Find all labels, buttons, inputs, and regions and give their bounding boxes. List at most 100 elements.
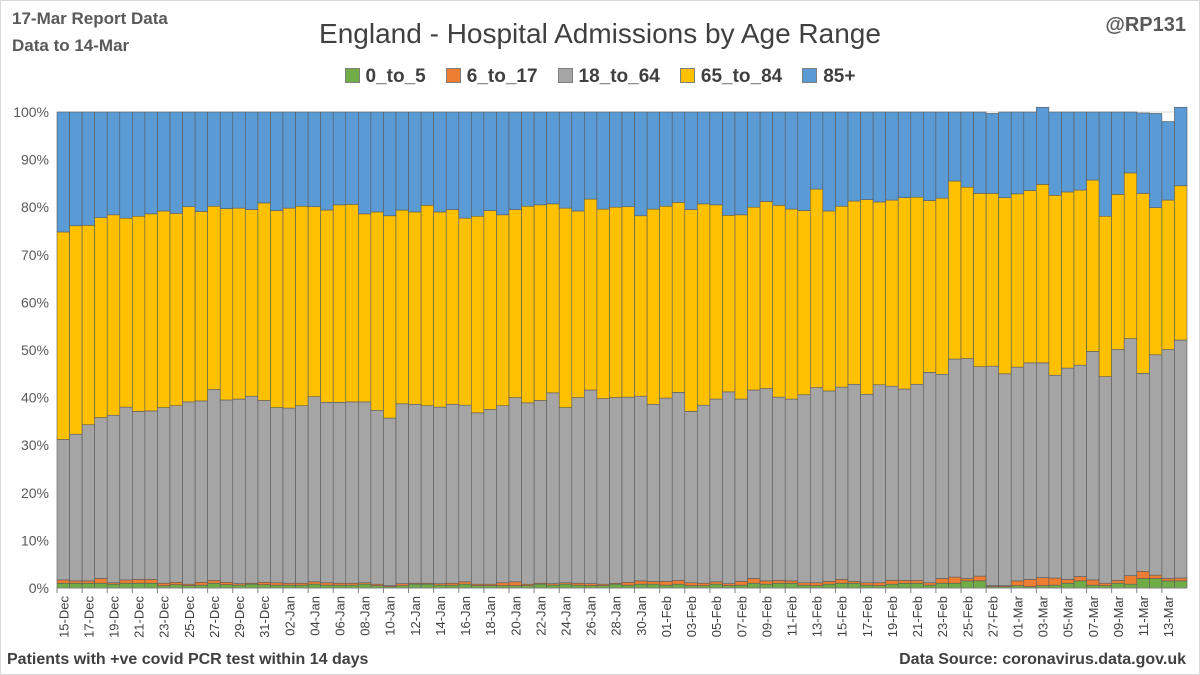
bar-segment-65-to-84 xyxy=(797,210,811,396)
bar-segment-85plus xyxy=(671,111,686,203)
bar-segment-85plus xyxy=(169,111,183,214)
bar-segment-0-to-5 xyxy=(885,583,899,589)
bar-segment-65-to-84 xyxy=(257,202,271,401)
bar-segment-65-to-84 xyxy=(56,231,70,440)
bar-segment-85plus xyxy=(282,111,296,209)
bar-segment-0-to-5 xyxy=(747,582,761,589)
bar-segment-18-to-64 xyxy=(1036,362,1050,578)
legend-swatch xyxy=(679,68,695,83)
bar-segment-18-to-64 xyxy=(270,407,284,584)
bar-segment-18-to-64 xyxy=(621,396,635,583)
bar-segment-0-to-5 xyxy=(1123,583,1138,589)
bar-segment-65-to-84 xyxy=(81,224,95,426)
bar-segment-18-to-64 xyxy=(332,402,347,584)
bar-segment-65-to-84 xyxy=(872,201,886,386)
bar-segment-18-to-64 xyxy=(596,398,610,585)
bar-segment-85plus xyxy=(1061,111,1075,193)
bar-segment-85plus xyxy=(94,111,108,218)
bar-segment-65-to-84 xyxy=(671,202,686,393)
bar-segment-65-to-84 xyxy=(132,215,146,412)
bar-segment-65-to-84 xyxy=(860,199,874,395)
y-tick-label: 60% xyxy=(21,294,49,310)
bar-segment-18-to-64 xyxy=(734,398,748,582)
bar-segment-18-to-64 xyxy=(697,404,711,584)
bar-segment-65-to-84 xyxy=(885,199,899,387)
bar-segment-18-to-64 xyxy=(671,392,686,581)
x-tick-label: 11-Feb xyxy=(785,596,800,636)
bar-segment-6-to-17 xyxy=(860,582,874,586)
bar-segment-85plus xyxy=(1036,106,1050,185)
bar-segment-65-to-84 xyxy=(784,208,799,400)
bar-segment-0-to-5 xyxy=(910,582,924,589)
bar-segment-18-to-64 xyxy=(998,373,1012,586)
bar-segment-65-to-84 xyxy=(282,207,296,409)
bar-segment-6-to-17 xyxy=(94,578,108,584)
bar-segment-85plus xyxy=(106,111,121,216)
bar-segment-18-to-64 xyxy=(659,397,673,582)
bar-segment-0-to-5 xyxy=(81,582,95,589)
bar-segment-65-to-84 xyxy=(1061,191,1075,369)
bar-segment-0-to-5 xyxy=(835,582,849,589)
chart-title: England - Hospital Admissions by Age Ran… xyxy=(319,18,881,49)
x-tick-label: 03-Feb xyxy=(684,596,699,637)
bar-segment-65-to-84 xyxy=(245,209,259,397)
bar-segment-6-to-17 xyxy=(1161,578,1175,582)
x-tick-label: 17-Dec xyxy=(81,596,96,638)
bar-segment-85plus xyxy=(897,111,912,198)
bar-segment-65-to-84 xyxy=(521,205,535,404)
legend-item-0-to-5: 0_to_5 xyxy=(344,66,426,88)
bar-segment-85plus xyxy=(445,111,460,210)
bar-segment-65-to-84 xyxy=(709,204,723,400)
bar-segment-18-to-64 xyxy=(571,397,585,584)
bar-segment-65-to-84 xyxy=(985,193,999,367)
bar-segment-6-to-17 xyxy=(747,578,761,584)
bar-segment-65-to-84 xyxy=(1161,199,1175,350)
bar-segment-65-to-84 xyxy=(408,211,422,405)
bar-segment-6-to-17 xyxy=(257,581,271,585)
bar-segment-65-to-84 xyxy=(1136,193,1150,374)
bar-segment-65-to-84 xyxy=(1073,189,1087,366)
bar-segment-65-to-84 xyxy=(1123,172,1138,339)
x-tick-label: 23-Dec xyxy=(157,596,172,638)
bar-segment-6-to-17 xyxy=(219,581,234,585)
y-tick-label: 90% xyxy=(21,152,49,168)
bar-segment-65-to-84 xyxy=(320,209,334,403)
x-tick-label: 26-Jan xyxy=(584,596,599,636)
bar-segment-65-to-84 xyxy=(182,206,196,403)
x-tick-label: 01-Feb xyxy=(659,596,674,637)
bar-segment-6-to-17 xyxy=(1098,582,1112,586)
bar-segment-65-to-84 xyxy=(119,217,133,408)
bar-segment-18-to-64 xyxy=(784,398,799,582)
bar-segment-18-to-64 xyxy=(94,417,108,579)
bar-segment-18-to-64 xyxy=(420,405,434,584)
bar-segment-18-to-64 xyxy=(69,433,83,582)
bar-segment-18-to-64 xyxy=(496,405,510,584)
bar-segment-6-to-17 xyxy=(772,580,786,584)
legend-label: 6_to_17 xyxy=(466,66,538,87)
bar-segment-0-to-5 xyxy=(935,582,949,589)
y-tick-label: 40% xyxy=(21,390,49,406)
bar-segment-65-to-84 xyxy=(358,213,372,403)
bar-segment-18-to-64 xyxy=(1149,354,1163,576)
bar-segment-18-to-64 xyxy=(1048,374,1062,579)
bar-segment-6-to-17 xyxy=(270,582,284,586)
bar-segment-18-to-64 xyxy=(634,395,648,582)
bar-segment-0-to-5 xyxy=(533,583,547,589)
bar-segment-65-to-84 xyxy=(169,213,183,406)
bar-segment-18-to-64 xyxy=(56,439,70,581)
bar-segment-85plus xyxy=(1010,111,1025,195)
bar-segment-6-to-17 xyxy=(1036,577,1050,586)
bar-segment-0-to-5 xyxy=(420,583,434,589)
bar-segment-18-to-64 xyxy=(1061,367,1075,580)
bar-segment-85plus xyxy=(734,111,748,216)
bar-segment-65-to-84 xyxy=(634,215,648,397)
bar-segment-6-to-17 xyxy=(69,580,83,584)
bar-segment-65-to-84 xyxy=(659,205,673,399)
bar-segment-18-to-64 xyxy=(646,403,660,582)
bar-segment-85plus xyxy=(646,111,660,210)
bar-segment-85plus xyxy=(458,111,472,219)
bar-segment-18-to-64 xyxy=(1136,373,1150,572)
bar-segment-0-to-5 xyxy=(56,582,70,589)
bar-segment-65-to-84 xyxy=(232,207,246,400)
bar-segment-85plus xyxy=(56,111,70,233)
